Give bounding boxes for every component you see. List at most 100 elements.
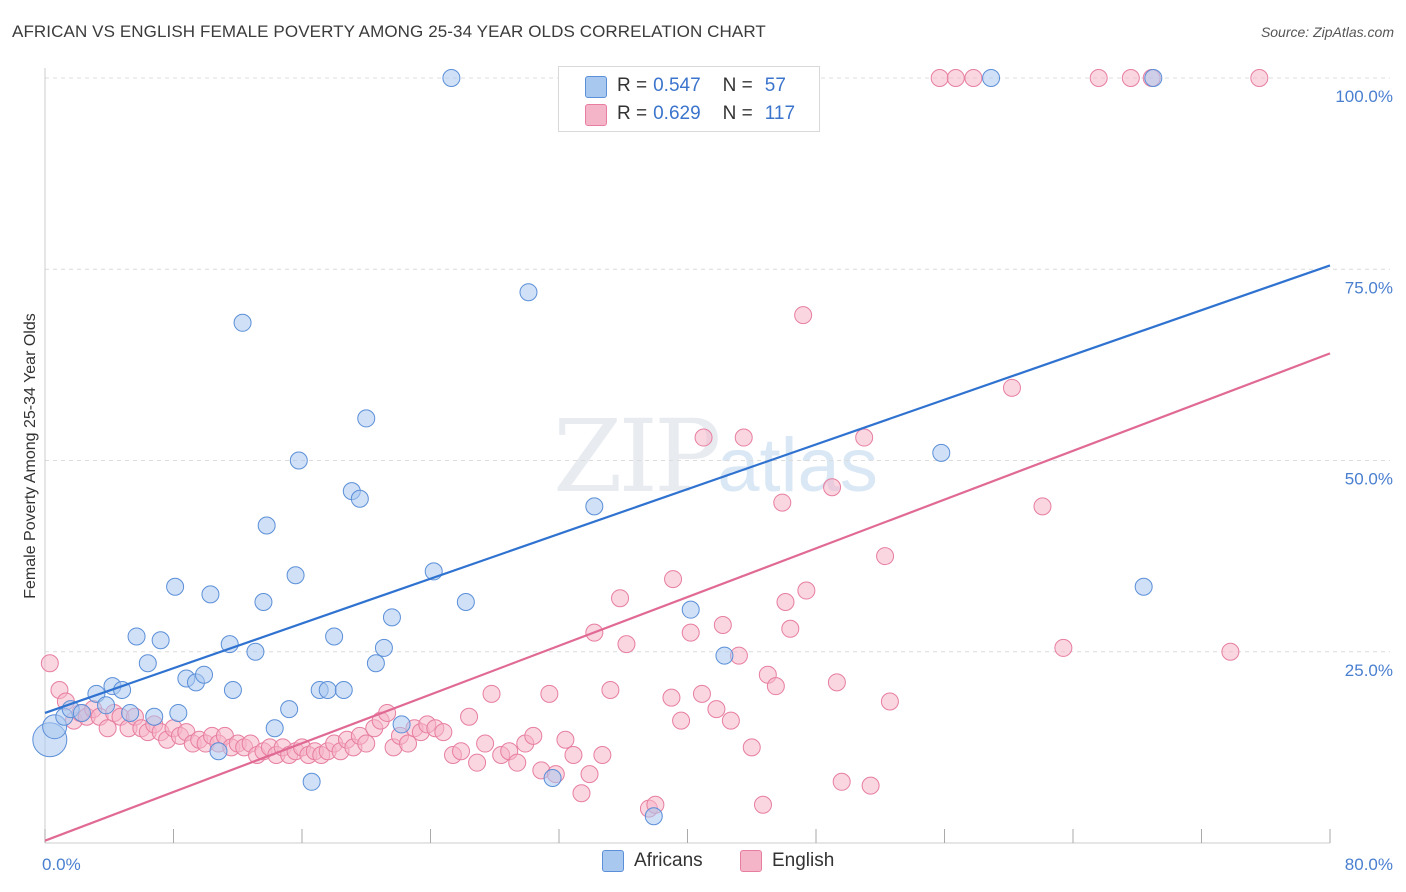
data-point <box>832 772 851 791</box>
data-point <box>707 700 726 719</box>
trend-line-africans <box>44 264 1331 714</box>
data-point <box>374 638 393 657</box>
data-point <box>121 703 140 722</box>
data-point <box>794 306 813 325</box>
legend-n-value: 117 <box>764 103 796 124</box>
chart-title: AFRICAN VS ENGLISH FEMALE POVERTY AMONG … <box>12 22 766 41</box>
trend-line-english <box>44 352 1331 842</box>
data-point <box>681 623 700 642</box>
data-point <box>1144 69 1163 87</box>
data-point <box>246 642 265 661</box>
data-point <box>766 677 785 696</box>
data-point <box>127 627 146 646</box>
data-point <box>233 313 252 332</box>
y-tick-label: 50.0% <box>1345 470 1393 489</box>
english-label: English <box>772 850 835 871</box>
data-point <box>476 734 495 753</box>
legend-r-value: 0.629 <box>653 103 701 124</box>
data-point <box>721 711 740 730</box>
bottom-legend-english[interactable]: English <box>740 850 834 872</box>
data-point <box>601 681 620 699</box>
data-point <box>357 409 376 428</box>
data-point <box>564 746 583 765</box>
data-point <box>715 646 734 665</box>
data-point <box>713 615 732 634</box>
legend-row-english: R = 0.629 N = 117 <box>617 100 795 128</box>
data-point <box>855 428 874 447</box>
data-point <box>195 665 214 684</box>
data-point <box>399 734 418 753</box>
data-point <box>40 654 59 673</box>
y-axis-title: Female Poverty Among 25-34 Year Olds <box>22 313 39 599</box>
data-point <box>1221 642 1240 661</box>
y-tick-label: 75.0% <box>1345 278 1393 297</box>
data-point <box>254 593 273 612</box>
data-point <box>781 619 800 638</box>
data-point <box>611 589 630 608</box>
data-point <box>861 776 880 795</box>
bottom-legend-africans[interactable]: Africans <box>602 850 703 872</box>
data-point <box>776 593 795 612</box>
trend-lines <box>44 264 1331 842</box>
legend-r-value: 0.547 <box>653 75 701 96</box>
legend-n-label: N = <box>722 75 753 96</box>
data-point <box>452 742 471 761</box>
legend: R = 0.547 N = 57 R = 0.629 N = 117 <box>558 66 820 132</box>
watermark-zip: ZIP <box>553 398 721 515</box>
data-point <box>257 516 276 535</box>
data-point <box>286 566 305 585</box>
data-point <box>585 497 604 516</box>
y-tick-label: 25.0% <box>1345 661 1393 680</box>
data-point <box>524 726 543 745</box>
data-point <box>617 635 636 654</box>
data-point <box>366 654 385 673</box>
english-points <box>40 69 1269 818</box>
legend-swatch-africans <box>585 76 607 98</box>
data-point <box>543 768 562 787</box>
data-point <box>823 478 842 497</box>
data-point <box>97 696 116 715</box>
english-swatch <box>740 850 762 872</box>
data-point <box>773 493 792 512</box>
data-point <box>325 627 344 646</box>
legend-swatch-english <box>585 104 607 126</box>
data-point <box>468 753 487 772</box>
data-point <box>334 681 353 699</box>
data-point <box>289 451 308 470</box>
data-point <box>508 753 527 772</box>
data-point <box>1054 638 1073 657</box>
data-point <box>350 489 369 508</box>
data-point <box>644 807 663 826</box>
data-point <box>318 681 337 699</box>
data-point <box>827 673 846 692</box>
data-point <box>357 734 376 753</box>
data-point <box>72 703 91 722</box>
data-point <box>1033 497 1052 516</box>
data-point <box>1250 69 1269 87</box>
data-point <box>880 692 899 711</box>
data-point <box>580 765 599 784</box>
data-point <box>201 585 220 604</box>
data-point <box>540 684 559 703</box>
data-point <box>1121 69 1140 87</box>
data-point <box>797 581 816 600</box>
data-point <box>519 283 538 302</box>
grid-lines <box>45 77 1390 653</box>
data-point <box>672 711 691 730</box>
source-label: Source: ZipAtlas.com <box>1260 24 1394 40</box>
africans-points <box>32 69 1163 826</box>
y-tick-label: 100.0% <box>1335 87 1393 106</box>
x-tick-label: 80.0% <box>1345 855 1393 874</box>
data-point <box>694 428 713 447</box>
data-point <box>662 688 681 707</box>
data-point <box>434 723 453 742</box>
data-point <box>220 635 239 654</box>
legend-r-label: R = <box>617 103 648 124</box>
data-point <box>280 700 299 719</box>
data-point <box>1002 378 1021 397</box>
data-point <box>572 784 591 803</box>
data-point <box>169 703 188 722</box>
data-point <box>593 746 612 765</box>
data-point <box>982 69 1001 87</box>
